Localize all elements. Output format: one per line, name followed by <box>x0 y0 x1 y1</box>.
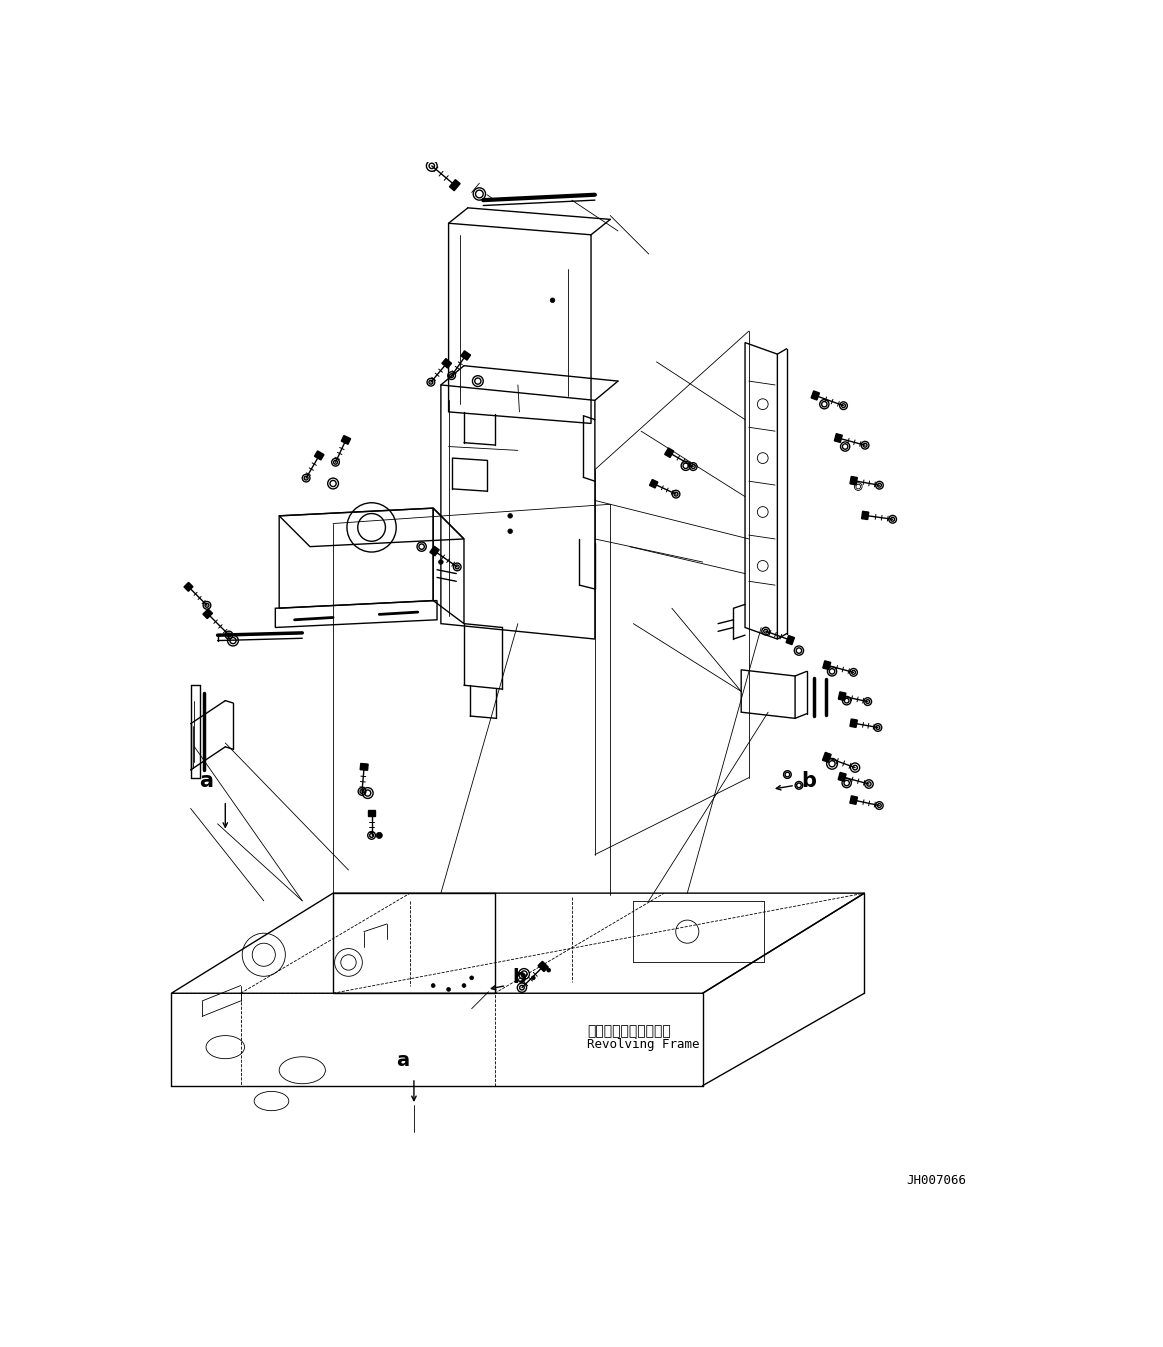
Polygon shape <box>850 477 857 485</box>
Text: a: a <box>395 1051 409 1071</box>
Circle shape <box>508 529 513 533</box>
Circle shape <box>470 977 473 979</box>
Polygon shape <box>314 451 324 459</box>
Circle shape <box>438 560 443 564</box>
Polygon shape <box>361 764 369 770</box>
Text: b: b <box>513 968 527 987</box>
Polygon shape <box>839 692 846 700</box>
Polygon shape <box>649 480 658 488</box>
Polygon shape <box>862 512 869 520</box>
Polygon shape <box>538 962 548 971</box>
Polygon shape <box>823 661 830 669</box>
Polygon shape <box>811 391 820 400</box>
Circle shape <box>531 977 535 979</box>
Polygon shape <box>850 796 857 804</box>
Polygon shape <box>461 350 471 360</box>
Text: レボルビングフレーム: レボルビングフレーム <box>587 1024 671 1039</box>
Polygon shape <box>786 636 794 645</box>
Circle shape <box>508 513 513 519</box>
Polygon shape <box>430 547 440 556</box>
Polygon shape <box>202 609 213 618</box>
Polygon shape <box>449 179 461 191</box>
Text: JH007066: JH007066 <box>907 1175 966 1187</box>
Text: b: b <box>801 772 816 792</box>
Text: a: a <box>199 772 213 792</box>
Circle shape <box>516 973 520 977</box>
Text: Revolving Frame: Revolving Frame <box>587 1039 700 1051</box>
Polygon shape <box>368 810 376 816</box>
Polygon shape <box>341 435 350 445</box>
Polygon shape <box>839 772 847 781</box>
Circle shape <box>447 987 450 991</box>
Polygon shape <box>665 449 673 458</box>
Polygon shape <box>442 358 451 368</box>
Circle shape <box>431 983 435 987</box>
Polygon shape <box>822 753 832 762</box>
Polygon shape <box>184 582 193 591</box>
Circle shape <box>550 298 555 303</box>
Circle shape <box>547 968 550 973</box>
Polygon shape <box>834 434 842 442</box>
Circle shape <box>376 832 383 838</box>
Circle shape <box>462 983 466 987</box>
Polygon shape <box>850 719 857 727</box>
